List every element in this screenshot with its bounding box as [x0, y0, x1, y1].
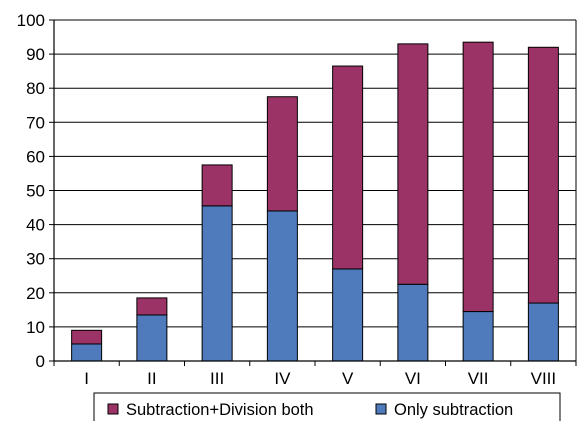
bar-subtraction-division-both-IV	[266, 96, 298, 212]
bar-only-subtraction-I	[71, 343, 103, 362]
y-tick-label: 30	[26, 250, 45, 269]
bar-subtraction-division-both-II	[136, 297, 168, 316]
legend-swatch	[107, 403, 119, 415]
legend-label: Only subtraction	[394, 401, 513, 419]
x-tick-label: IV	[274, 369, 291, 388]
bar-subtraction-division-both-I	[71, 329, 103, 345]
bar-subtraction-division-both-VI	[397, 43, 429, 285]
x-tick-label: VI	[405, 369, 421, 388]
y-tick-label: 20	[26, 284, 45, 303]
x-tick-label: I	[84, 369, 89, 388]
x-tick-label: VII	[468, 369, 489, 388]
x-tick-label: V	[342, 369, 354, 388]
bar-subtraction-division-both-VIII	[527, 46, 559, 304]
legend: Subtraction+Division both Only subtractio…	[93, 392, 561, 421]
y-tick-label: 70	[26, 113, 45, 132]
y-tick-label: 0	[36, 352, 45, 371]
bar-subtraction-division-both-III	[201, 164, 233, 207]
bar-subtraction-division-both-V	[332, 65, 364, 270]
y-tick-label: 100	[17, 11, 45, 30]
y-tick-label: 50	[26, 182, 45, 201]
x-tick-label: VIII	[531, 369, 557, 388]
gridlines	[54, 19, 576, 328]
bar-subtraction-division-both-VII	[462, 41, 494, 313]
bar-only-subtraction-VII	[462, 311, 494, 362]
bar-only-subtraction-III	[201, 205, 233, 362]
y-tick-label: 90	[26, 45, 45, 64]
y-tick-label: 60	[26, 147, 45, 166]
bar-only-subtraction-VIII	[527, 302, 559, 362]
x-tick-label: III	[210, 369, 224, 388]
x-tick-labels: I II III IV V VI VII VIII	[84, 369, 556, 388]
x-tick-label: II	[147, 369, 156, 388]
bar-only-subtraction-V	[332, 268, 364, 362]
y-tick-label: 80	[26, 79, 45, 98]
axes	[49, 19, 577, 366]
bar-only-subtraction-II	[136, 314, 168, 362]
y-tick-labels: 0 10 20 30 40 50 60 70 80 90 100	[17, 11, 45, 371]
y-tick-label: 40	[26, 216, 45, 235]
legend-label: Subtraction+Division both	[126, 401, 314, 419]
bar-only-subtraction-IV	[266, 210, 298, 362]
legend-swatch	[375, 403, 387, 415]
legend-box	[93, 392, 561, 421]
y-tick-label: 10	[26, 318, 45, 337]
bars	[71, 41, 559, 362]
bar-only-subtraction-VI	[397, 283, 429, 362]
